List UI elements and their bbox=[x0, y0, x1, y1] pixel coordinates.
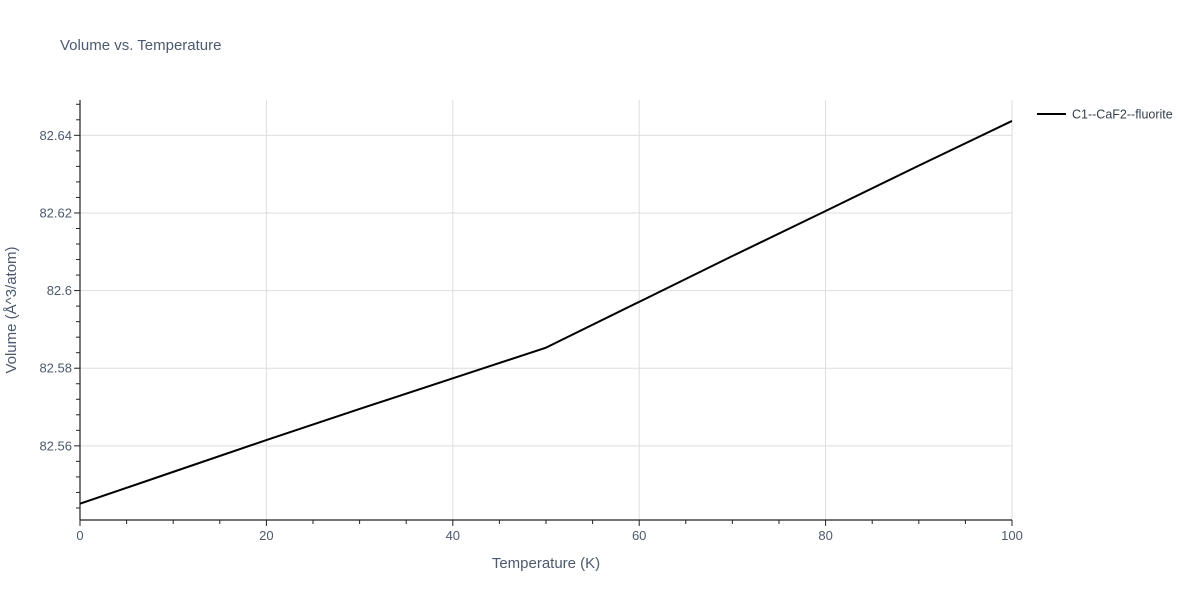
y-tick-label: 82.58 bbox=[39, 361, 72, 376]
x-tick-label: 20 bbox=[259, 528, 273, 543]
y-tick-label: 82.64 bbox=[39, 128, 72, 143]
y-tick-label: 82.56 bbox=[39, 438, 72, 453]
x-axis-title: Temperature (K) bbox=[492, 555, 600, 572]
legend-label[interactable]: C1--CaF2--fluorite bbox=[1072, 108, 1173, 122]
y-tick-label: 82.62 bbox=[39, 205, 72, 220]
chart-title: Volume vs. Temperature bbox=[60, 37, 221, 54]
grid-layer bbox=[80, 100, 1013, 520]
x-tick-label: 40 bbox=[446, 528, 460, 543]
x-tick-label: 0 bbox=[76, 528, 83, 543]
x-tick-label: 100 bbox=[1001, 528, 1023, 543]
y-axis-title: Volume (Å^3/atom) bbox=[3, 246, 20, 373]
y-tick-label: 82.6 bbox=[47, 283, 72, 298]
x-tick-label: 80 bbox=[818, 528, 832, 543]
series-layer bbox=[79, 120, 1013, 505]
series-line bbox=[79, 120, 1013, 505]
x-tick-label: 60 bbox=[632, 528, 646, 543]
axis-layer: 0 20 40 60 80 100 82.56 82.58 82.6 82.62 82.64 bbox=[39, 100, 1023, 543]
legend[interactable]: C1--CaF2--fluorite bbox=[1037, 108, 1173, 122]
